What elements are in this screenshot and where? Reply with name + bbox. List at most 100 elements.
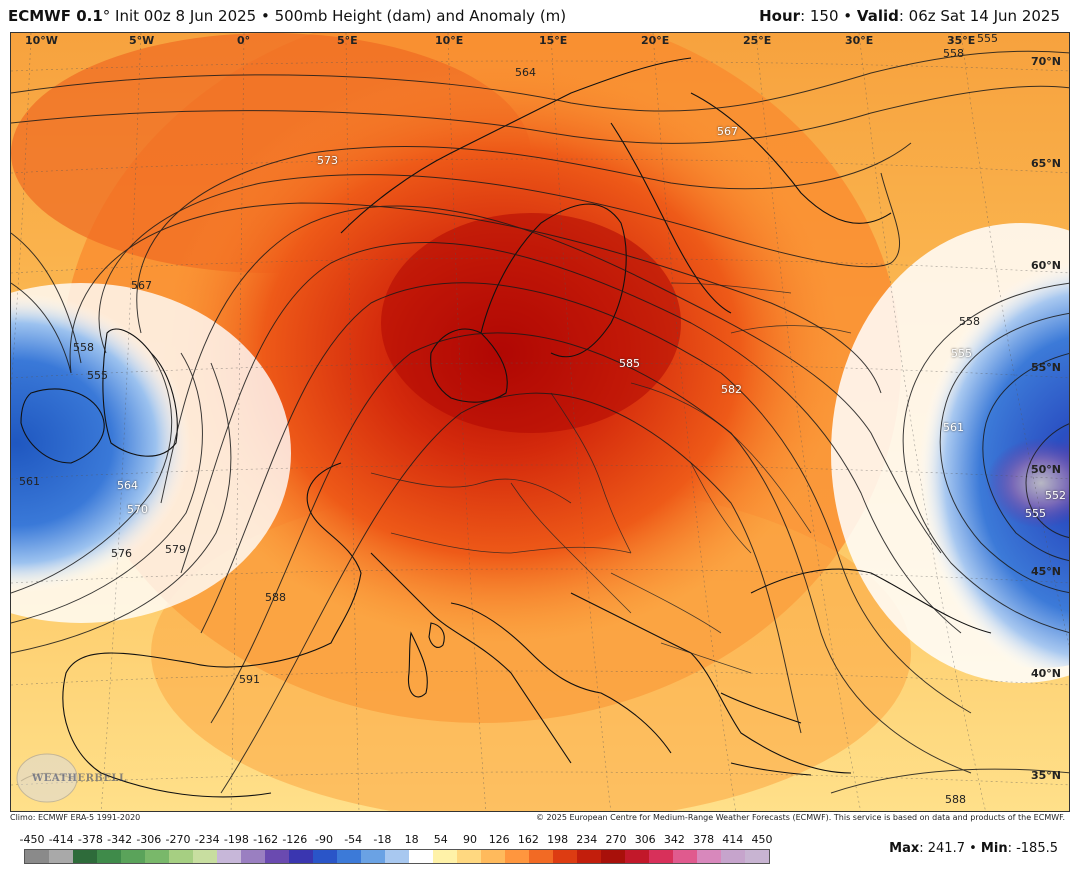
cutoff-low-center xyxy=(986,438,1069,528)
colorbar-labels: -450 -414 -378 -342 -306 -270 -234 -198 -162 -126… xyxy=(12,833,773,847)
lat-label: 60°N xyxy=(1030,259,1061,272)
min-label: Min xyxy=(980,841,1008,856)
colorbar-tick-label: -342 xyxy=(107,833,133,846)
contour-label: 555 xyxy=(951,347,972,360)
lat-lon-grid xyxy=(11,33,1069,811)
contour-label: 567 xyxy=(717,125,738,138)
colorbar-swatch xyxy=(673,850,697,863)
colorbar-swatch xyxy=(49,850,73,863)
colorbar-swatch xyxy=(217,850,241,863)
contour-label: 558 xyxy=(73,341,94,354)
colorbar-tick-label: 54 xyxy=(433,833,448,846)
colorbar-tick-label: 342 xyxy=(663,833,685,846)
contour-label: 588 xyxy=(265,591,286,604)
lat-label: 35°N xyxy=(1030,769,1061,782)
contour-label: 558 xyxy=(943,47,964,60)
degree-symbol: ° xyxy=(102,7,111,25)
valid-time: Hour: 150 • Valid: 06z Sat 14 Jun 2025 xyxy=(759,7,1060,25)
contour-label: 555 xyxy=(1025,507,1046,520)
colorbar-swatch xyxy=(385,850,409,863)
lon-label: 10°E xyxy=(435,34,464,47)
contour-label: 555 xyxy=(87,369,108,382)
contour-label: 582 xyxy=(721,383,742,396)
init-description: Init 00z 8 Jun 2025 • 500mb Height (dam)… xyxy=(110,7,567,25)
colorbar-swatch xyxy=(193,850,217,863)
colorbar-tick-label: -126 xyxy=(282,833,308,846)
lon-label: 20°E xyxy=(641,34,670,47)
lon-label: 5°W xyxy=(129,34,155,47)
colorbar-tick-label: 270 xyxy=(605,833,627,846)
copyright-note: © 2025 European Centre for Medium-Range … xyxy=(536,813,1065,822)
borders xyxy=(370,282,852,674)
colorbar-tick-label: 90 xyxy=(463,833,477,846)
colorbar-tick-label: -306 xyxy=(136,833,162,846)
contour-label: 579 xyxy=(165,543,186,556)
colorbar-swatch xyxy=(409,850,433,863)
colorbar-swatch xyxy=(169,850,193,863)
colorbar-tick-label: -18 xyxy=(373,833,392,846)
weatherbell-logo: WEATHERBELL xyxy=(15,755,133,807)
colorbar-swatch xyxy=(697,850,721,863)
colorbar-tick-label: 306 xyxy=(634,833,656,846)
contour-label: 552 xyxy=(1045,489,1066,502)
lon-label: 25°E xyxy=(743,34,772,47)
colorbar-swatch xyxy=(601,850,625,863)
colorbar-swatch xyxy=(433,850,457,863)
contour-label: 588 xyxy=(945,793,966,806)
hour-label: Hour xyxy=(759,7,801,25)
contour-label: 567 xyxy=(131,279,152,292)
hour-value: : 150 • xyxy=(800,7,857,25)
colorbar-tick-label: -450 xyxy=(19,833,45,846)
colorbar-swatch xyxy=(97,850,121,863)
contour-label: 576 xyxy=(111,547,132,560)
colorbar-tick-label: -234 xyxy=(194,833,220,846)
weather-map[interactable]: 10°W 5°W 0° 5°E 10°E 15°E 20°E 25°E 30°E… xyxy=(10,32,1070,812)
colorbar-tick-label: -90 xyxy=(315,833,333,846)
contour-label: 585 xyxy=(619,357,640,370)
colorbar-tick-label: -270 xyxy=(165,833,191,846)
colorbar-swatch xyxy=(337,850,361,863)
coastlines xyxy=(20,57,992,798)
colorbar-tick-label: -54 xyxy=(344,833,363,846)
lat-label: 70°N xyxy=(1030,55,1061,68)
header-bar: ECMWF 0.1° Init 00z 8 Jun 2025 • 500mb H… xyxy=(0,0,1080,32)
contour-label: 564 xyxy=(515,66,536,79)
colorbar-tick-label: 234 xyxy=(576,833,598,846)
colorbar xyxy=(24,849,770,864)
colorbar-swatch xyxy=(649,850,673,863)
colorbar-swatch xyxy=(721,850,745,863)
logo-text: WEATHERBELL xyxy=(32,773,127,784)
colorbar-tick-label: 414 xyxy=(722,833,744,846)
lat-label: 55°N xyxy=(1030,361,1061,374)
lat-label: 45°N xyxy=(1030,565,1061,578)
colorbar-swatch xyxy=(529,850,553,863)
colorbar-swatch xyxy=(505,850,529,863)
contour-label: 570 xyxy=(127,503,148,516)
weatherbell-logo-mark xyxy=(16,753,78,803)
lon-label: 5°E xyxy=(337,34,358,47)
colorbar-tick-label: 18 xyxy=(404,833,419,846)
colorbar-swatch xyxy=(25,850,49,863)
colorbar-swatch xyxy=(361,850,385,863)
contour-label: 561 xyxy=(943,421,964,434)
contour-label: 573 xyxy=(317,154,338,167)
colorbar-tick-label: -198 xyxy=(223,833,249,846)
max-min-readout: Max: 241.7 • Min: -185.5 xyxy=(889,841,1058,856)
lon-label: 10°W xyxy=(25,34,58,47)
colorbar-tick-label: 162 xyxy=(517,833,539,846)
colorbar-tick-label: -378 xyxy=(77,833,103,846)
climo-note: Climo: ECMWF ERA-5 1991-2020 xyxy=(10,813,141,822)
lat-label: 40°N xyxy=(1030,667,1061,680)
colorbar-tick-label: 378 xyxy=(693,833,715,846)
contour-label: 555 xyxy=(977,32,998,45)
colorbar-swatch xyxy=(313,850,337,863)
lon-label: 15°E xyxy=(539,34,568,47)
map-canvas xyxy=(11,33,1069,811)
colorbar-swatch xyxy=(289,850,313,863)
colorbar-swatch xyxy=(73,850,97,863)
trough-west xyxy=(11,293,226,593)
map-title: ECMWF 0.1° Init 00z 8 Jun 2025 • 500mb H… xyxy=(8,7,566,25)
lon-label: 30°E xyxy=(845,34,874,47)
colorbar-swatch xyxy=(745,850,769,863)
contour-label: 561 xyxy=(19,475,40,488)
